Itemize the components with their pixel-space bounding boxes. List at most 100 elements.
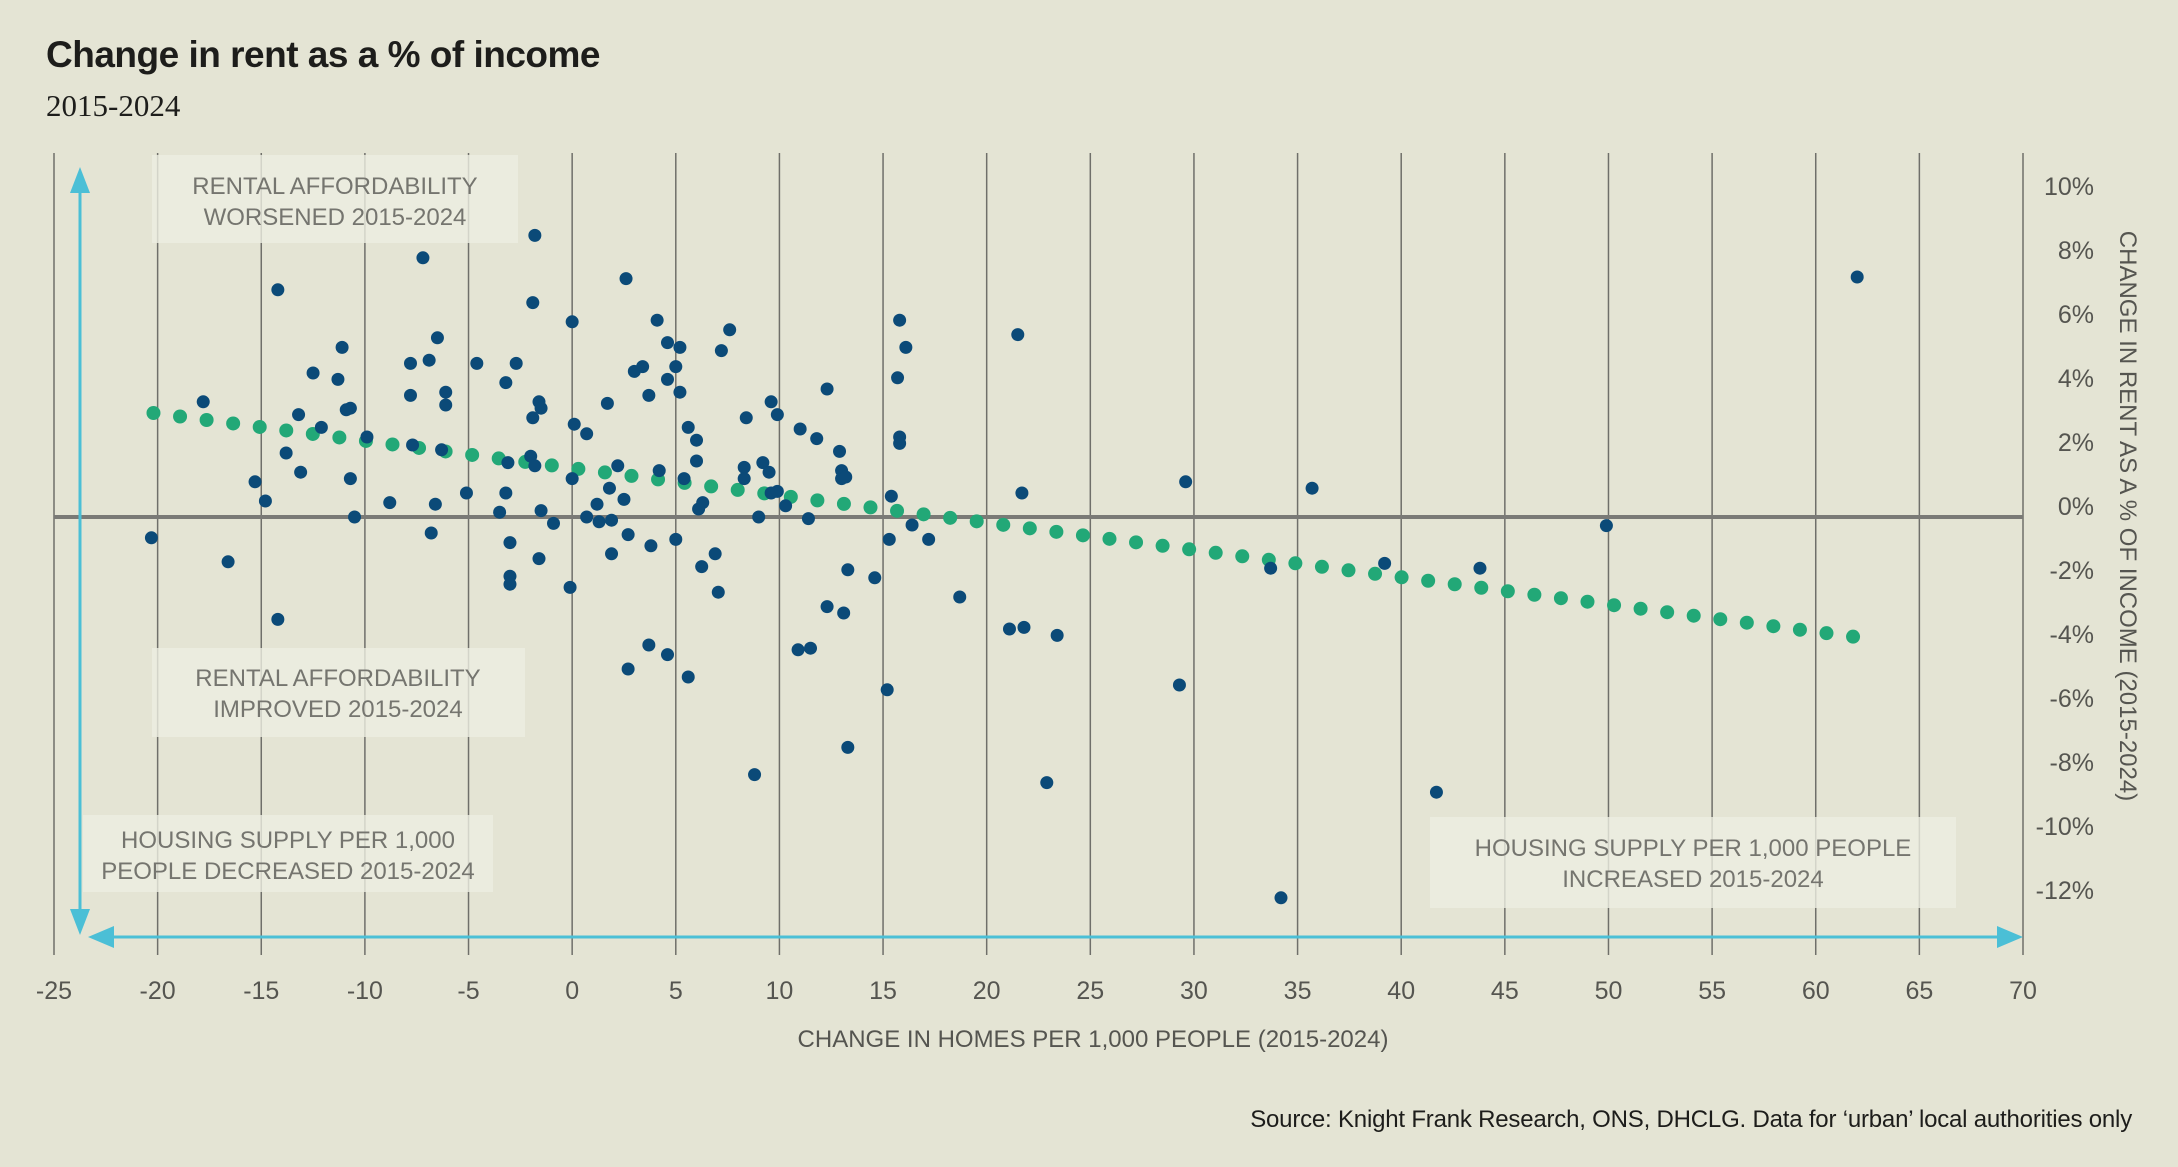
trend-dot [943, 510, 958, 525]
data-point [567, 417, 581, 431]
data-point [306, 366, 320, 380]
data-point [837, 606, 851, 620]
data-point [1599, 519, 1613, 533]
trend-dot [1235, 549, 1250, 564]
trend-dot [1182, 542, 1197, 557]
data-point [791, 643, 805, 657]
data-point [503, 536, 517, 550]
data-point [1850, 270, 1864, 284]
trendline [146, 406, 1861, 644]
data-point [642, 388, 656, 402]
annotation-supply-increased-line-1: HOUSING SUPPLY PER 1,000 PEOPLE [1475, 835, 1912, 862]
x-tick-label: 0 [565, 977, 579, 1005]
trend-dot [544, 458, 559, 473]
x-tick-label: 45 [1491, 977, 1519, 1005]
data-point [563, 580, 577, 594]
data-point [621, 662, 635, 676]
data-point [406, 438, 420, 452]
data-point [335, 340, 349, 354]
trend-dot [173, 409, 188, 424]
annotation-supply-decreased-line-1: HOUSING SUPPLY PER 1,000 [121, 827, 455, 854]
trend-dot [1394, 570, 1409, 585]
trend-dot [969, 514, 984, 529]
trend-dot [916, 507, 931, 522]
trend-dot [1421, 573, 1436, 588]
data-point [196, 395, 210, 409]
data-point [739, 411, 753, 425]
trend-dot [1792, 622, 1807, 637]
data-point [271, 612, 285, 626]
data-point [711, 585, 725, 599]
data-point [547, 516, 561, 530]
data-point [748, 768, 762, 782]
data-point [1305, 481, 1319, 495]
data-point [820, 382, 834, 396]
data-point [779, 499, 793, 513]
annotation-supply-increased: HOUSING SUPPLY PER 1,000 PEOPLE INCREASE… [1430, 817, 1956, 908]
x-tick-label: -10 [347, 977, 383, 1005]
data-point [893, 436, 907, 450]
data-point [528, 228, 542, 242]
data-point [580, 510, 594, 524]
data-point [1172, 678, 1186, 692]
data-points [144, 228, 1864, 905]
data-point [922, 532, 936, 546]
data-point [660, 372, 674, 386]
trend-dot [199, 412, 214, 427]
data-point [681, 670, 695, 684]
data-point [660, 648, 674, 662]
data-point [424, 526, 438, 540]
data-point [1473, 561, 1487, 575]
data-point [403, 388, 417, 402]
trend-dot [252, 419, 267, 434]
data-point [752, 510, 766, 524]
x-axis-title: CHANGE IN HOMES PER 1,000 PEOPLE (2015-2… [798, 1026, 1389, 1053]
trend-dot [810, 493, 825, 508]
trend-dot [597, 465, 612, 480]
chart-subtitle: 2015-2024 [46, 88, 181, 123]
data-point [636, 360, 650, 374]
x-tick-label: 10 [766, 977, 794, 1005]
data-point [435, 443, 449, 457]
y-tick-label: -10% [2036, 813, 2094, 841]
x-tick-label: -25 [36, 977, 72, 1005]
data-point [221, 555, 235, 569]
data-point [343, 472, 357, 486]
data-point [690, 433, 704, 447]
data-point [503, 577, 517, 591]
trend-dot [1102, 531, 1117, 546]
trend-dot [1155, 538, 1170, 553]
trend-dot [1713, 612, 1728, 627]
data-point [339, 403, 353, 417]
trend-dot [1208, 545, 1223, 560]
data-point [770, 484, 784, 498]
data-point [681, 420, 695, 434]
data-point [1002, 622, 1016, 636]
data-point [532, 552, 546, 566]
data-point [493, 505, 507, 519]
trend-dot [1739, 615, 1754, 630]
annotation-improved-line-2: IMPROVED 2015-2024 [213, 696, 462, 723]
data-point [891, 371, 905, 385]
data-point [580, 427, 594, 441]
data-point [592, 515, 606, 529]
annotation-worsened-line-2: WORSENED 2015-2024 [204, 204, 467, 231]
data-point [690, 454, 704, 468]
data-point [526, 296, 540, 310]
data-point [764, 395, 778, 409]
y-tick-label: -12% [2036, 877, 2094, 905]
data-point [669, 532, 683, 546]
data-point [459, 486, 473, 500]
data-point [422, 353, 436, 367]
trend-dot [465, 447, 480, 462]
x-tick-label: 15 [869, 977, 897, 1005]
data-point [801, 512, 815, 526]
x-tick-label: 60 [1802, 977, 1830, 1005]
data-point [692, 502, 706, 516]
data-point [893, 313, 907, 327]
trend-dot [332, 430, 347, 445]
arrow-right-icon [1997, 926, 2023, 948]
data-point [1050, 628, 1064, 642]
data-point [279, 446, 293, 460]
trend-dot [836, 496, 851, 511]
